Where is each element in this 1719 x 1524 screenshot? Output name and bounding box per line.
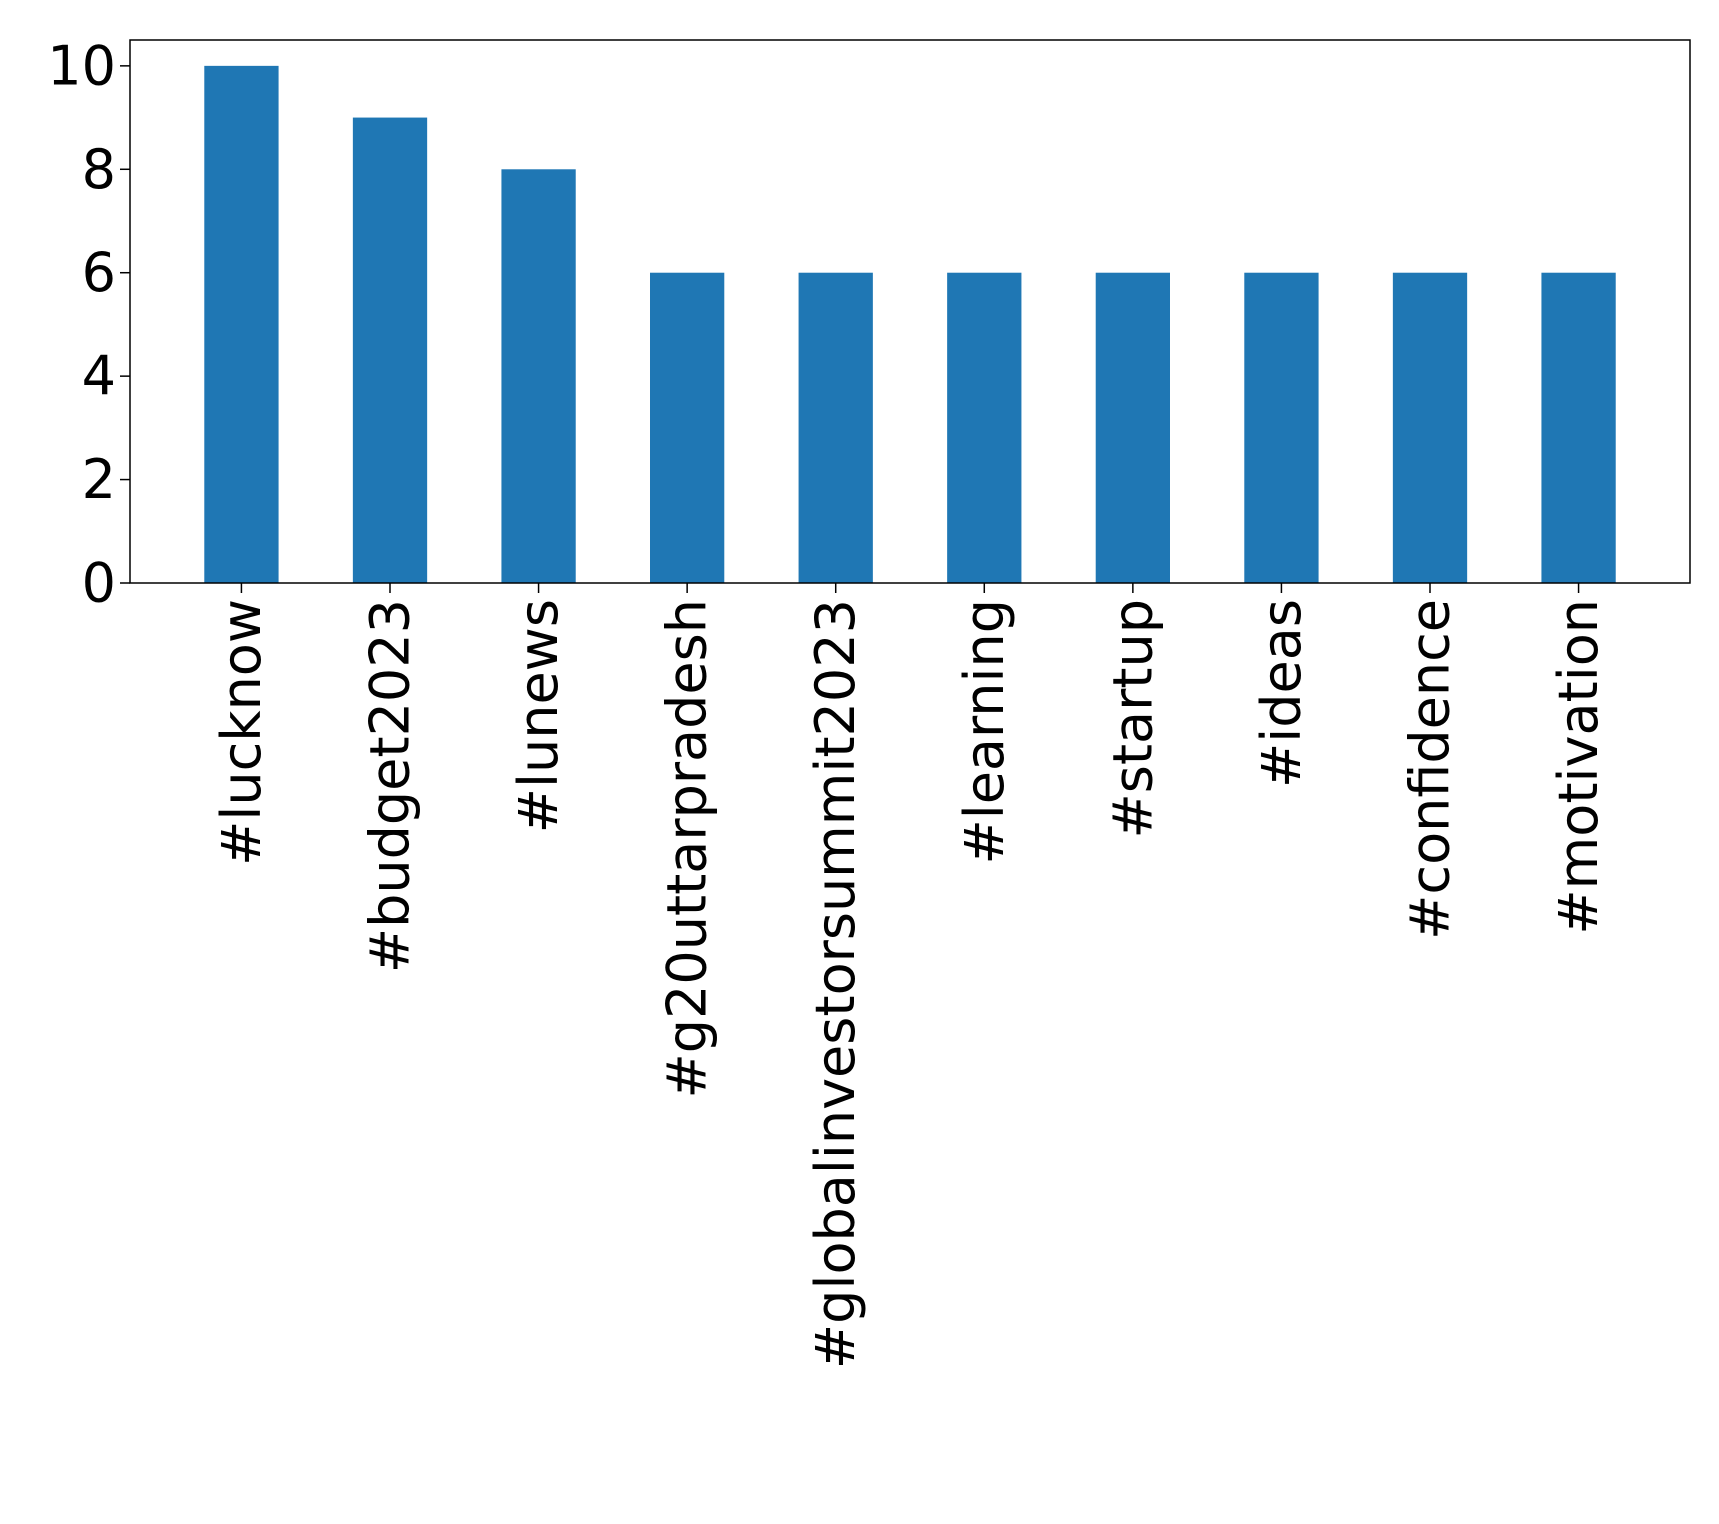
bar-learning (947, 272, 1022, 583)
y-tick-label: 2 (82, 448, 116, 511)
bar-ideas (1244, 272, 1319, 583)
y-axis: 0 2 4 6 8 10 (47, 34, 130, 615)
bar-budget2023 (352, 117, 428, 583)
y-tick-label: 6 (82, 241, 116, 304)
bar-lucknow (204, 65, 279, 584)
bar-lunews (501, 169, 576, 584)
bar-globalinvestorsummit2023 (798, 272, 873, 583)
y-tick-label: 0 (82, 552, 116, 615)
y-tick-label: 8 (82, 138, 116, 201)
x-tick-label-ideas: #ideas (1250, 599, 1313, 788)
bars-layer (204, 65, 1616, 584)
x-tick-label-budget2023: #budget2023 (359, 599, 422, 973)
x-tick-label-globalinvestorsummit2023: #globalinvestorsummit2023 (804, 599, 867, 1369)
y-tick-label: 4 (82, 345, 116, 408)
bar-confidence (1392, 272, 1468, 583)
x-tick-label-lucknow: #lucknow (210, 599, 273, 866)
x-tick-label-startup: #startup (1101, 599, 1164, 839)
x-tick-label-motivation: #motivation (1547, 599, 1610, 935)
x-tick-label-g20uttarpradesh: #g20uttarpradesh (656, 599, 719, 1099)
y-tick-label: 10 (47, 34, 116, 97)
plot-frame (129, 39, 1691, 584)
x-axis: #lucknow #budget2023 #lunews #g20uttarprade… (210, 583, 1610, 1369)
x-tick-label-confidence: #confidence (1399, 599, 1462, 940)
bar-startup (1095, 272, 1170, 583)
bar-motivation (1541, 272, 1616, 583)
x-tick-label-learning: #learning (953, 599, 1016, 865)
x-tick-label-lunews: #lunews (507, 599, 570, 833)
bar-g20uttarpradesh (650, 272, 725, 583)
